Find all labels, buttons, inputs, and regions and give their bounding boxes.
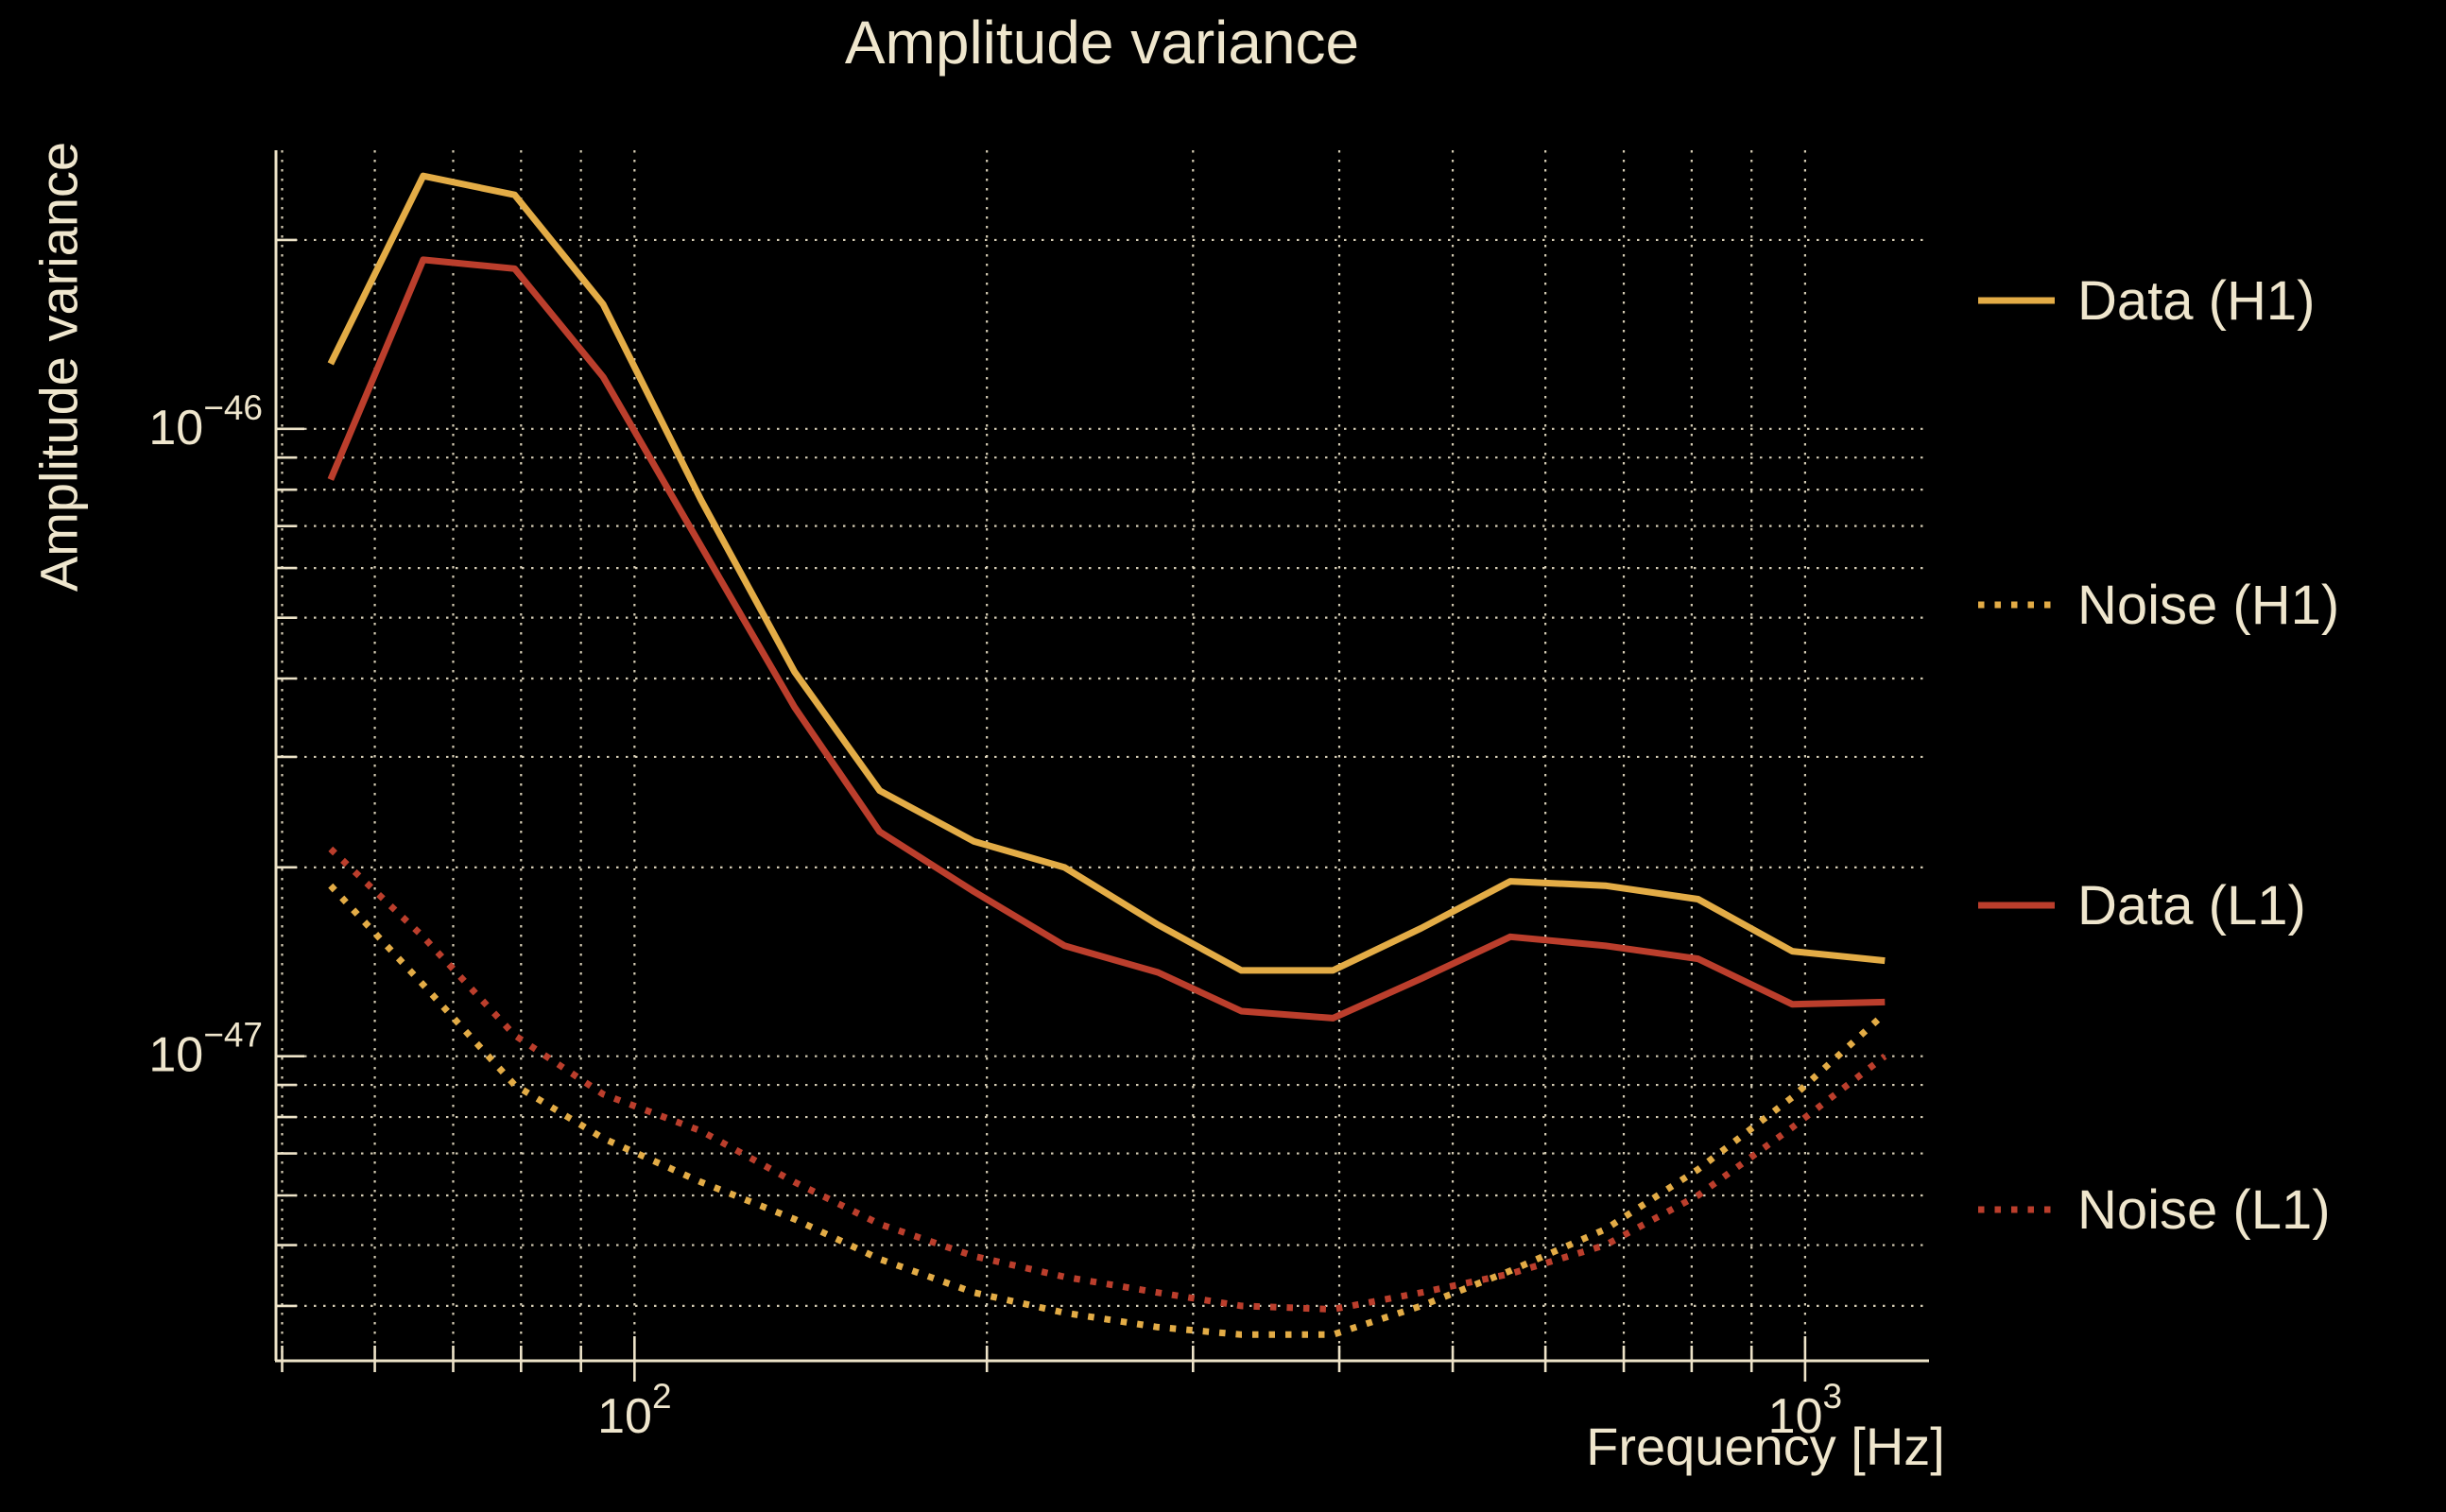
noise-l1--line: [328, 846, 1887, 1313]
chart-title: Amplitude variance: [844, 9, 1360, 77]
legend-item: Data (L1): [1978, 875, 2306, 936]
legend-item: Noise (H1): [1978, 575, 2339, 636]
legend-label: Data (H1): [2077, 270, 2315, 332]
tick-labels: 102 103 10−46 10−47: [148, 388, 1842, 1444]
legend: Data (H1) Noise (H1) Data (L1) Noise (L1): [1978, 270, 2339, 1241]
y-tick-label: 10−46: [148, 388, 263, 455]
x-tick-label: 102: [597, 1377, 671, 1444]
y-axis-label: Amplitude variance: [28, 141, 89, 593]
legend-label: Data (L1): [2077, 875, 2306, 936]
axis-ticks: [276, 238, 1807, 1382]
legend-label: Noise (H1): [2077, 575, 2339, 636]
data-series: [327, 172, 1887, 1338]
legend-item: Data (H1): [1978, 270, 2315, 332]
data-h1--line: [327, 172, 1886, 974]
legend-label: Noise (L1): [2077, 1179, 2331, 1241]
x-tick-label: 103: [1768, 1377, 1842, 1444]
axis-spines: [274, 150, 1929, 1363]
data-l1--line: [327, 256, 1886, 1022]
y-tick-label: 10−47: [148, 1016, 263, 1083]
x-axis-label: Frequency [Hz]: [1586, 1417, 1945, 1476]
legend-item: Noise (L1): [1978, 1179, 2331, 1241]
